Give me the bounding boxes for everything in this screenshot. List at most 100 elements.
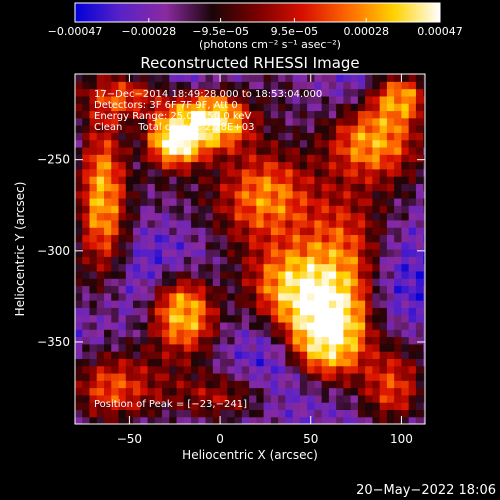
heatmap-cell <box>205 125 214 133</box>
heatmap-cell <box>263 351 272 359</box>
heatmap-cell <box>198 139 207 148</box>
heatmap-cell <box>386 241 395 250</box>
heatmap-cell <box>82 351 91 359</box>
heatmap-cell <box>408 183 417 192</box>
heatmap-cell <box>386 176 395 184</box>
heatmap-cell <box>307 205 315 214</box>
heatmap-cell <box>408 394 417 403</box>
heatmap-cell <box>314 88 323 97</box>
heatmap-cell <box>162 219 170 228</box>
heatmap-cell <box>125 190 134 199</box>
heatmap-cell <box>198 88 207 97</box>
heatmap-cell <box>270 154 279 163</box>
heatmap-cell <box>379 95 388 104</box>
heatmap-cell <box>357 125 366 133</box>
heatmap-cell <box>220 358 228 367</box>
heatmap-cell <box>111 110 120 119</box>
heatmap-cell <box>176 125 185 133</box>
heatmap-cell <box>227 183 236 192</box>
heatmap-cell <box>328 205 337 214</box>
heatmap-cell <box>191 387 199 396</box>
heatmap-cell <box>111 197 120 206</box>
heatmap-cell <box>147 307 156 316</box>
heatmap-cell <box>227 132 236 141</box>
heatmap-cell <box>423 103 425 112</box>
heatmap-cell <box>350 285 359 294</box>
heatmap-cell <box>227 416 236 424</box>
heatmap-cell <box>118 394 127 403</box>
heatmap-cell <box>212 343 221 352</box>
heatmap-cell <box>169 176 178 184</box>
heatmap-cell <box>118 307 127 316</box>
heatmap-cell <box>227 365 236 374</box>
heatmap-cell <box>321 168 330 177</box>
heatmap-cell <box>299 394 308 403</box>
heatmap-cell <box>89 351 98 359</box>
heatmap-cell <box>307 285 315 294</box>
heatmap-cell <box>263 249 272 257</box>
heatmap-cell <box>162 190 170 199</box>
heatmap-cell <box>227 95 236 104</box>
heatmap-cell <box>307 270 315 279</box>
heatmap-cell <box>118 227 127 236</box>
heatmap-cell <box>227 103 236 112</box>
heatmap-cell <box>357 81 366 90</box>
heatmap-cell <box>191 256 199 265</box>
heatmap-cell <box>154 205 163 214</box>
heatmap-cell <box>386 394 395 403</box>
heatmap-cell <box>89 278 98 287</box>
heatmap-cell <box>147 95 156 104</box>
heatmap-cell <box>82 307 91 316</box>
heatmap-cell <box>386 292 395 301</box>
heatmap-cell <box>104 351 112 359</box>
heatmap-cell <box>249 139 257 148</box>
heatmap-cell <box>169 103 178 112</box>
heatmap-cell <box>278 227 286 236</box>
heatmap-cell <box>415 146 424 155</box>
heatmap-cell <box>140 81 149 90</box>
heatmap-cell <box>328 270 337 279</box>
heatmap-cell <box>169 394 178 403</box>
heatmap-cell <box>227 176 236 184</box>
heatmap-cell <box>278 409 286 418</box>
heatmap-cell <box>241 285 250 294</box>
x-tick-label: 100 <box>390 432 413 446</box>
heatmap-cell <box>89 394 98 403</box>
heatmap-cell <box>198 190 207 199</box>
heatmap-cell <box>169 197 178 206</box>
heatmap-cell <box>278 372 286 381</box>
heatmap-cell <box>394 249 403 257</box>
heatmap-cell <box>104 416 112 424</box>
heatmap-cell <box>314 205 323 214</box>
heatmap-cell <box>249 154 257 163</box>
heatmap-cell <box>357 146 366 155</box>
heatmap-cell <box>176 241 185 250</box>
heatmap-cell <box>278 205 286 214</box>
heatmap-cell <box>183 110 192 119</box>
heatmap-cell <box>89 103 98 112</box>
heatmap-cell <box>133 81 141 90</box>
heatmap-cell <box>241 234 250 243</box>
heatmap-cell <box>386 365 395 374</box>
heatmap-cell <box>394 394 403 403</box>
heatmap-cell <box>401 416 410 424</box>
heatmap-cell <box>191 197 199 206</box>
heatmap-cell <box>183 372 192 381</box>
heatmap-cell <box>357 132 366 141</box>
heatmap-cell <box>357 416 366 424</box>
heatmap-cell <box>241 219 250 228</box>
heatmap-cell <box>401 212 410 221</box>
heatmap-cell <box>205 117 214 126</box>
heatmap-cell <box>292 95 301 104</box>
heatmap-cell <box>154 88 163 97</box>
heatmap-cell <box>75 285 83 294</box>
heatmap-cell <box>118 205 127 214</box>
heatmap-cell <box>154 132 163 141</box>
heatmap-cell <box>183 117 192 126</box>
heatmap-cell <box>234 387 243 396</box>
heatmap-cell <box>96 88 105 97</box>
heatmap-cell <box>133 132 141 141</box>
heatmap-cell <box>140 183 149 192</box>
heatmap-cell <box>314 110 323 119</box>
heatmap-cell <box>299 161 308 170</box>
